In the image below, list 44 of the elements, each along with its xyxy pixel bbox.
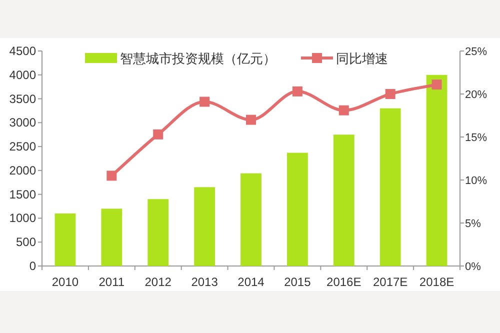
y-tick-label: 4000 xyxy=(9,68,36,82)
legend-label: 同比增速 xyxy=(336,51,388,66)
y-tick-label: 1500 xyxy=(9,187,36,202)
y2-tick-label: 15% xyxy=(465,132,488,144)
y-tick-label: 2000 xyxy=(9,163,36,178)
bar xyxy=(194,187,216,266)
y-tick-label: 0 xyxy=(29,259,36,273)
point xyxy=(106,170,117,181)
point xyxy=(432,80,442,90)
point xyxy=(153,129,164,140)
y-tick-label: 3000 xyxy=(9,116,36,130)
y2-tick-label: 25% xyxy=(465,46,488,58)
point xyxy=(338,105,349,116)
point xyxy=(246,114,256,125)
x-tick-label: 2013 xyxy=(191,275,218,289)
bar xyxy=(101,208,122,266)
y-tick-label: 4500 xyxy=(9,44,36,58)
x-tick-label: 2010 xyxy=(52,275,79,289)
point xyxy=(200,96,210,107)
bar xyxy=(286,152,308,266)
y2-tick-label: 10% xyxy=(465,175,488,187)
bar xyxy=(54,213,76,266)
bar xyxy=(333,134,354,266)
x-tick-label: 2012 xyxy=(144,275,172,289)
x-tick-label: 2014 xyxy=(238,275,265,289)
x-tick-label: 2015 xyxy=(284,275,312,289)
y-tick-label: 2500 xyxy=(9,140,36,154)
bar xyxy=(380,108,401,266)
x-tick-label: 2017E xyxy=(372,275,408,289)
point xyxy=(385,89,396,99)
bar xyxy=(240,173,262,266)
y-tick-label: 500 xyxy=(16,235,36,250)
bar xyxy=(426,74,448,266)
y2-tick-label: 5% xyxy=(465,218,482,230)
bar xyxy=(148,199,169,266)
x-tick-label: 2016E xyxy=(326,275,362,289)
legend-label: 智慧城市投资规模（亿元） xyxy=(120,51,276,66)
x-tick-label: 2011 xyxy=(98,275,125,289)
y2-tick-label: 0% xyxy=(465,261,482,273)
x-tick-label: 2018E xyxy=(419,275,454,289)
y2-tick-label: 20% xyxy=(465,89,488,101)
y-tick-label: 1000 xyxy=(9,211,36,226)
point xyxy=(292,86,302,96)
y-tick-label: 3500 xyxy=(9,92,36,106)
